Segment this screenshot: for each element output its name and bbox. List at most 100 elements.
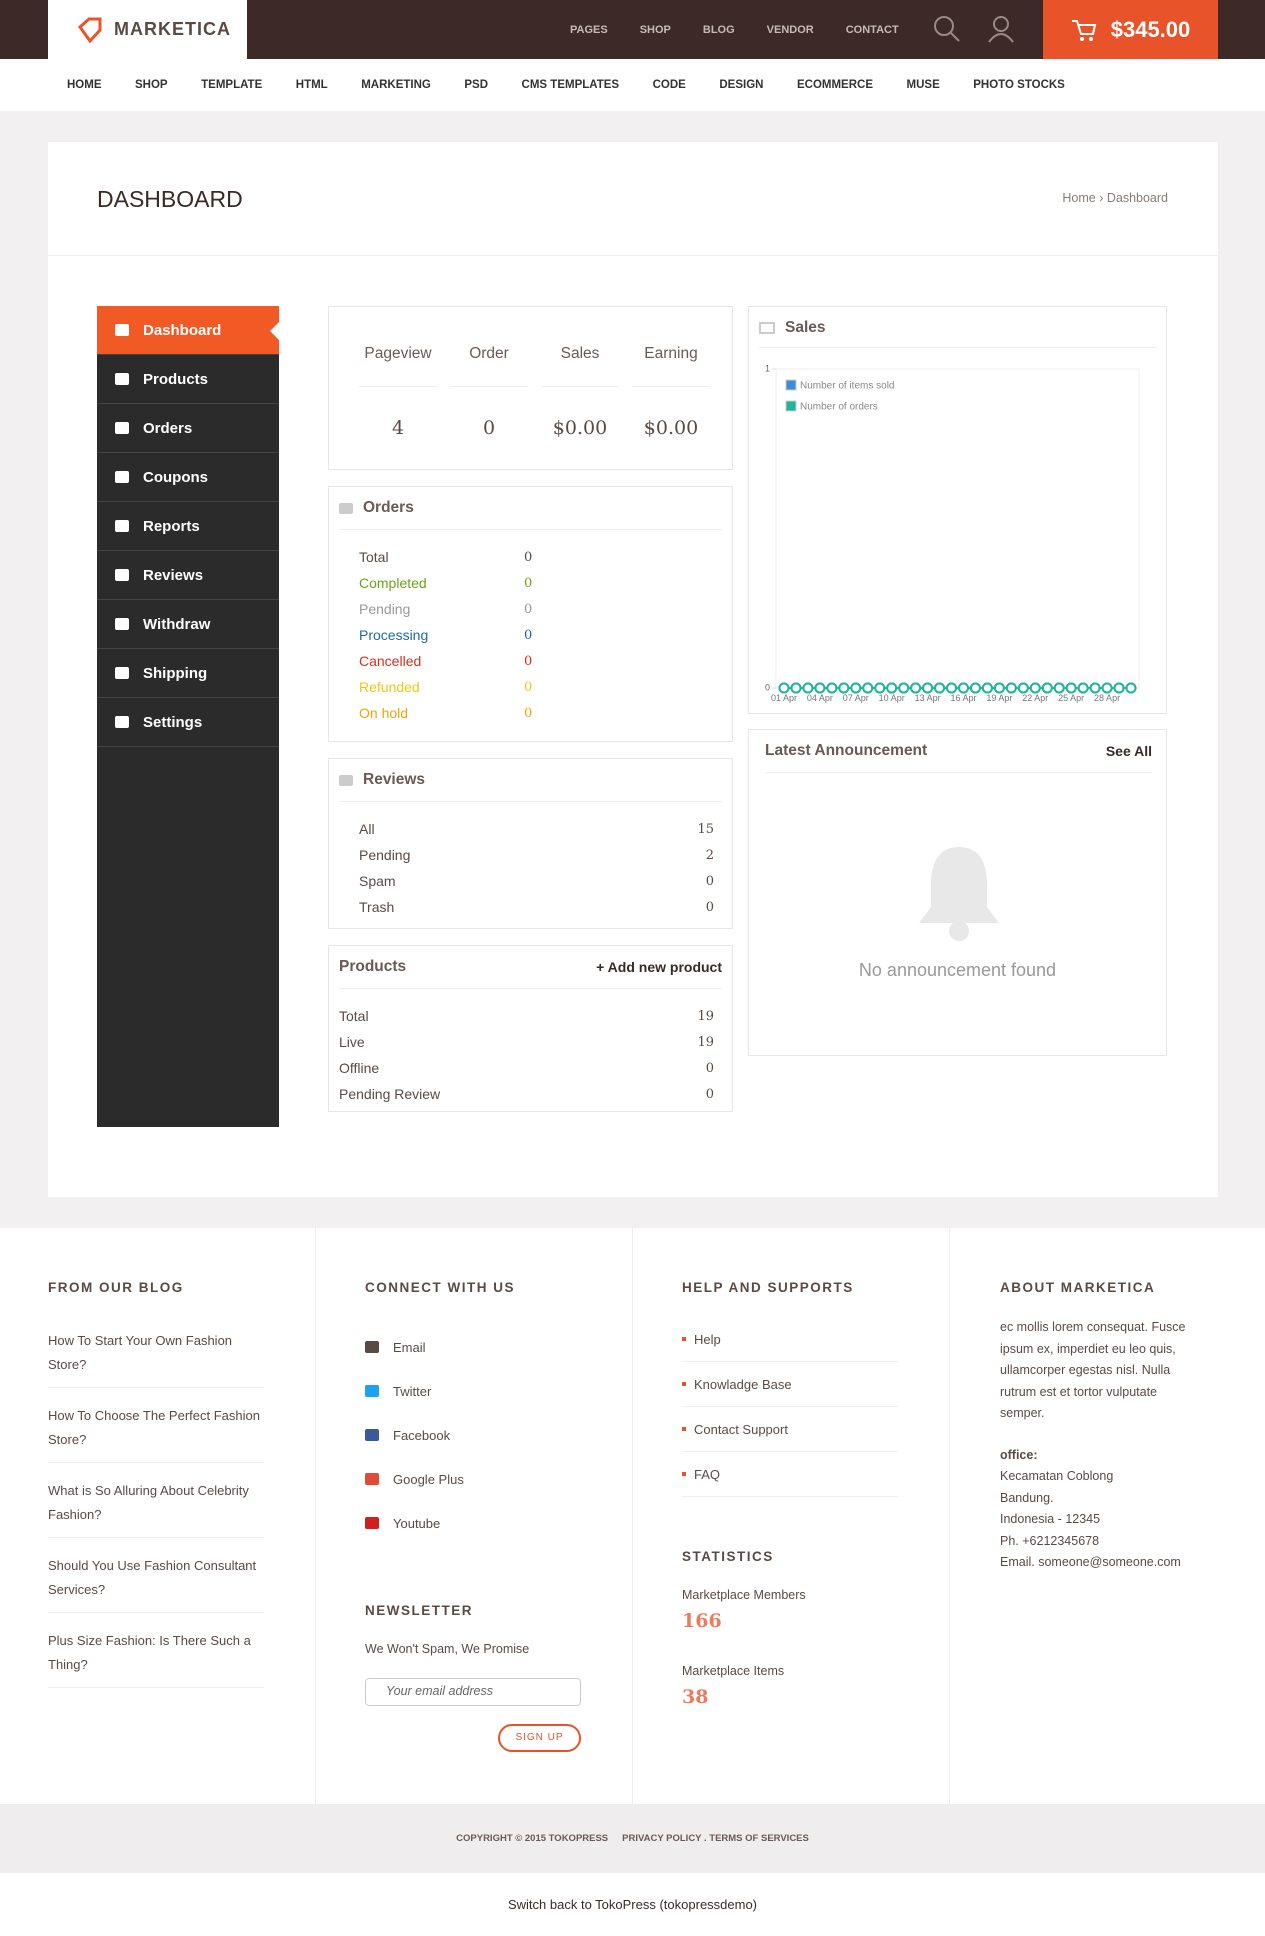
sidebar-label: Reviews xyxy=(143,566,204,584)
products-label[interactable]: Pending Review xyxy=(339,1086,441,1102)
legal-links[interactable]: PRIVACY POLICY . TERMS OF SERVICES xyxy=(622,1833,809,1844)
products-label[interactable]: Offline xyxy=(339,1060,380,1076)
blog-post-link[interactable]: How To Start Your Own Fashion Store? xyxy=(48,1323,264,1388)
orders-title: Orders xyxy=(363,499,414,516)
reviews-label[interactable]: All xyxy=(359,821,375,837)
nav-link[interactable]: HOME xyxy=(67,79,102,91)
blog-post-link[interactable]: Should You Use Fashion Consultant Servic… xyxy=(48,1548,264,1613)
orders-label[interactable]: Completed xyxy=(359,575,427,591)
sidebar-item[interactable]: Settings xyxy=(97,698,279,747)
orders-title-wrap: Orders xyxy=(339,499,414,517)
sidebar-item[interactable]: Reviews xyxy=(97,551,279,600)
reviews-value: 15 xyxy=(697,821,714,837)
blog-post-link[interactable]: How To Choose The Perfect Fashion Store? xyxy=(48,1398,264,1463)
orders-row: Cancelled 0 xyxy=(339,648,722,674)
sidebar-item[interactable]: Dashboard xyxy=(97,306,279,355)
nav-link[interactable]: CMS TEMPLATES xyxy=(521,79,620,91)
stat-value: $0.00 xyxy=(552,417,608,439)
data-point xyxy=(874,682,886,694)
sign-up-button[interactable]: SIGN UP xyxy=(498,1724,581,1752)
top-link[interactable]: BLOG xyxy=(702,23,735,36)
products-label[interactable]: Total xyxy=(339,1008,369,1024)
sidebar-item[interactable]: Reports xyxy=(97,502,279,551)
stat-label: Marketplace Items xyxy=(682,1664,785,1678)
nav-link[interactable]: TEMPLATE xyxy=(201,79,263,91)
data-point xyxy=(1077,682,1089,694)
nav-link[interactable]: PSD xyxy=(464,79,489,91)
social-link[interactable]: Youtube xyxy=(365,1501,581,1545)
blog-post-link[interactable]: What is So Alluring About Celebrity Fash… xyxy=(48,1473,264,1538)
sidebar-icon xyxy=(115,667,129,679)
reviews-row: Pending 2 xyxy=(339,842,722,868)
sidebar-label: Products xyxy=(143,370,209,388)
stat-label: Marketplace Members xyxy=(682,1588,806,1602)
social-link[interactable]: Facebook xyxy=(365,1413,581,1457)
top-link[interactable]: CONTACT xyxy=(845,23,899,36)
help-link[interactable]: Contact Support xyxy=(682,1407,898,1452)
products-row: Live 19 xyxy=(339,1029,722,1055)
switch-user[interactable]: Switch back to TokoPress (tokopressdemo) xyxy=(507,1897,758,1912)
top-link[interactable]: VENDOR xyxy=(766,23,814,36)
nav-link[interactable]: PHOTO STOCKS xyxy=(973,79,1065,91)
sidebar-label: Dashboard xyxy=(143,321,222,339)
nav-link[interactable]: CODE xyxy=(652,79,686,91)
logo[interactable]: MARKETICA xyxy=(48,0,247,59)
orders-label[interactable]: Processing xyxy=(359,627,429,643)
social-link[interactable]: Google Plus xyxy=(365,1457,581,1501)
bullet xyxy=(682,1427,686,1431)
nav-link[interactable]: HTML xyxy=(295,79,328,91)
orders-label[interactable]: Refunded xyxy=(359,679,420,695)
sidebar-icon xyxy=(115,324,129,336)
reviews-label[interactable]: Pending xyxy=(359,847,411,863)
social-link[interactable]: Email xyxy=(365,1325,581,1369)
products-label[interactable]: Live xyxy=(339,1034,365,1050)
stat-column: Order 0 xyxy=(450,307,528,439)
email-input[interactable]: Your email address xyxy=(365,1678,581,1706)
orders-row: Completed 0 xyxy=(339,570,722,596)
sidebar-item[interactable]: Orders xyxy=(97,404,279,453)
top-link[interactable]: SHOP xyxy=(639,23,671,36)
sidebar-label: Withdraw xyxy=(143,615,211,633)
help-link[interactable]: Help xyxy=(682,1317,898,1362)
data-point xyxy=(1005,682,1017,694)
add-product-link[interactable]: + Add new product xyxy=(596,959,722,975)
help-link[interactable]: FAQ xyxy=(682,1452,898,1497)
sidebar-item[interactable]: Shipping xyxy=(97,649,279,698)
sidebar-item[interactable]: Products xyxy=(97,355,279,404)
reviews-label[interactable]: Trash xyxy=(359,899,395,915)
sidebar-label: Settings xyxy=(143,713,203,731)
sidebar-icon xyxy=(115,618,129,630)
orders-label[interactable]: Pending xyxy=(359,601,411,617)
blog-post-link[interactable]: Plus Size Fashion: Is There Such a Thing… xyxy=(48,1623,264,1688)
stat-column: Sales $0.00 xyxy=(541,307,619,439)
reviews-label[interactable]: Spam xyxy=(359,873,396,889)
stats-box: Pageview 4 Order 0 Sales $0.00 Earning $0.00 xyxy=(328,306,733,470)
nav-link[interactable]: MARKETING xyxy=(361,79,431,91)
orders-row: Total 0 xyxy=(339,544,722,570)
stat-header: Order xyxy=(450,345,528,387)
plot-frame xyxy=(775,368,1140,689)
orders-label[interactable]: Total xyxy=(359,549,389,565)
data-point xyxy=(981,682,993,694)
social-link[interactable]: Twitter xyxy=(365,1369,581,1413)
social-label: Twitter xyxy=(393,1383,432,1399)
orders-label[interactable]: On hold xyxy=(359,705,409,721)
nav-link[interactable]: SHOP xyxy=(135,79,168,91)
breadcrumb[interactable]: Home › Dashboard xyxy=(1062,191,1168,205)
cart[interactable]: $345.00 xyxy=(1043,0,1218,59)
products-value: 19 xyxy=(697,1034,714,1050)
orders-label[interactable]: Cancelled xyxy=(359,653,422,669)
data-point xyxy=(910,682,922,694)
see-all-link[interactable]: See All xyxy=(1105,743,1152,759)
data-point xyxy=(850,682,862,694)
top-link[interactable]: PAGES xyxy=(570,23,608,36)
social-label: Youtube xyxy=(393,1515,441,1531)
help-link[interactable]: Knowladge Base xyxy=(682,1362,898,1407)
nav-link[interactable]: ECOMMERCE xyxy=(796,79,873,91)
reviews-value: 0 xyxy=(705,873,714,889)
data-point xyxy=(1065,682,1077,694)
sidebar-item[interactable]: Withdraw xyxy=(97,600,279,649)
nav-link[interactable]: MUSE xyxy=(906,79,940,91)
nav-link[interactable]: DESIGN xyxy=(719,79,764,91)
sidebar-item[interactable]: Coupons xyxy=(97,453,279,502)
